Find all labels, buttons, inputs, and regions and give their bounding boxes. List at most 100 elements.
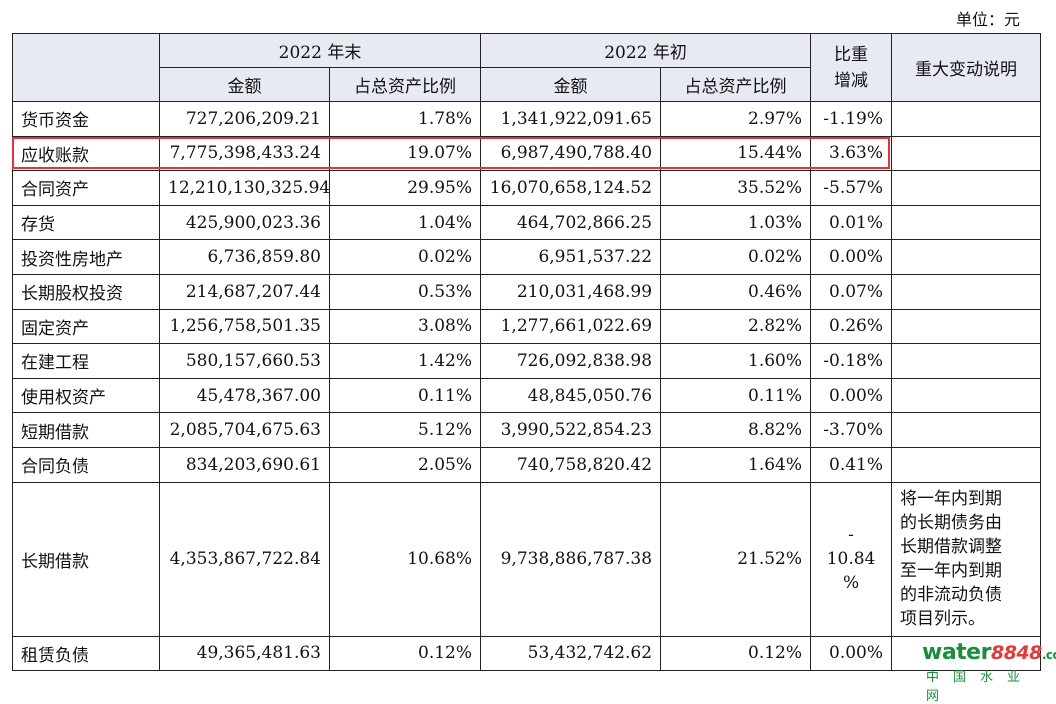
start-ratio: 1.03% — [660, 204, 812, 241]
start-ratio: 15.44% — [660, 135, 812, 172]
table-row: 固定资产 1,256,758,501.35 3.08% 1,277,661,022.6… — [12, 308, 1042, 345]
end-ratio: 0.02% — [328, 239, 482, 275]
start-amount: 1,277,661,022.69 — [480, 308, 662, 345]
start-ratio: 1.60% — [660, 343, 812, 379]
note-line: 的非流动负债 — [900, 585, 1003, 606]
unit-label: 单位：元 — [955, 10, 1020, 29]
header-end-amount: 金额 — [159, 67, 330, 102]
logo-tagline: 中国水业网 — [926, 670, 1035, 704]
logo-text: water8848.com — [922, 640, 1056, 665]
end-amount: 425,900,023.36 — [159, 204, 330, 241]
row-name: 存货 — [12, 204, 160, 241]
change-value: -0.18% — [810, 343, 893, 379]
end-amount: 49,365,481.63 — [159, 635, 330, 672]
table-row: 合同负债 834,203,690.61 2.05% 740,758,820.42 1.6… — [12, 446, 1042, 483]
start-ratio: 0.12% — [660, 635, 812, 672]
start-amount: 9,738,886,787.38 — [480, 481, 662, 637]
end-amount: 727,206,209.21 — [159, 101, 330, 137]
change-note — [891, 204, 1042, 241]
end-amount: 2,085,704,675.63 — [159, 412, 330, 448]
change-value: 0.00% — [810, 635, 893, 672]
change-line: 10.84 — [826, 549, 876, 570]
end-ratio: 10.68% — [328, 481, 482, 637]
change-value: 3.63% — [810, 135, 893, 172]
end-ratio: 1.78% — [328, 101, 482, 137]
start-amount: 1,341,922,091.65 — [480, 101, 662, 137]
row-name: 短期借款 — [12, 412, 160, 448]
row-name: 合同负债 — [12, 446, 160, 483]
start-ratio: 8.82% — [660, 412, 812, 448]
change-note — [891, 343, 1042, 379]
end-amount: 214,687,207.44 — [159, 273, 330, 310]
table-row: 投资性房地产 6,736,859.80 0.02% 6,951,537.22 0.02%… — [12, 239, 1042, 275]
start-ratio: 0.11% — [660, 377, 812, 414]
change-value: 0.41% — [810, 446, 893, 483]
start-ratio: 21.52% — [660, 481, 812, 637]
end-ratio: 19.07% — [328, 135, 482, 172]
start-ratio: 35.52% — [660, 170, 812, 206]
row-name: 使用权资产 — [12, 377, 160, 414]
table-row: 存货 425,900,023.36 1.04% 464,702,866.25 1.03%… — [12, 204, 1042, 241]
end-amount: 580,157,660.53 — [159, 343, 330, 379]
row-name: 货币资金 — [12, 101, 160, 137]
change-value: - 10.84% — [810, 481, 893, 637]
change-value: 0.26% — [810, 308, 893, 345]
change-note — [891, 446, 1042, 483]
header-period-start: 2022 年初 — [480, 33, 812, 68]
row-name: 租赁负债 — [12, 635, 160, 672]
table-row: 货币资金 727,206,209.21 1.78% 1,341,922,091.65 2… — [12, 101, 1042, 137]
table-row: 在建工程 580,157,660.53 1.42% 726,092,838.98 1.6… — [12, 343, 1042, 379]
change-value: -5.57% — [810, 170, 893, 206]
note-line: 项目列示。 — [900, 609, 986, 630]
end-ratio: 1.04% — [328, 204, 482, 241]
end-amount: 6,736,859.80 — [159, 239, 330, 275]
end-ratio: 0.11% — [328, 377, 482, 414]
end-amount: 834,203,690.61 — [159, 446, 330, 483]
start-amount: 16,070,658,124.52 — [480, 170, 662, 206]
change-value: 0.01% — [810, 204, 893, 241]
end-amount: 1,256,758,501.35 — [159, 308, 330, 345]
change-value: 0.07% — [810, 273, 893, 310]
end-amount: 4,353,867,722.84 — [159, 481, 330, 637]
watermark-logo: water8848.com 中国水业网 — [922, 640, 1056, 704]
start-ratio: 1.64% — [660, 446, 812, 483]
header-change-line1: 比重 — [834, 44, 869, 65]
change-value: -1.19% — [810, 101, 893, 137]
row-name: 应收账款 — [12, 135, 160, 172]
row-name: 长期股权投资 — [12, 273, 160, 310]
end-ratio: 2.05% — [328, 446, 482, 483]
note-line: 长期借款调整 — [900, 537, 1003, 558]
start-amount: 3,990,522,854.23 — [480, 412, 662, 448]
note-line: 将一年内到期 — [900, 489, 1003, 510]
row-name: 在建工程 — [12, 343, 160, 379]
logo-brand-tail: .com — [1041, 648, 1056, 662]
start-amount: 6,987,490,788.40 — [480, 135, 662, 172]
change-note — [891, 239, 1042, 275]
change-note — [891, 101, 1042, 137]
change-value: -3.70% — [810, 412, 893, 448]
logo-brand-num: 8848 — [990, 642, 1042, 664]
end-amount: 7,775,398,433.24 — [159, 135, 330, 172]
change-note — [891, 635, 1042, 672]
header-start-amount: 金额 — [480, 67, 662, 102]
change-note — [891, 412, 1042, 448]
logo-brand-main: water — [922, 640, 991, 665]
end-ratio: 0.53% — [328, 273, 482, 310]
change-note — [891, 170, 1042, 206]
row-name: 合同资产 — [12, 170, 160, 206]
end-ratio: 0.12% — [328, 635, 482, 672]
change-note — [891, 308, 1042, 345]
header-change: 比重 增减 — [810, 33, 893, 102]
change-note — [891, 377, 1042, 414]
header-period-end: 2022 年末 — [158, 33, 482, 68]
table-row: 短期借款 2,085,704,675.63 5.12% 3,990,522,854.2… — [12, 412, 1042, 448]
header-item — [12, 33, 160, 102]
change-note: 将一年内到期 的长期债务由 长期借款调整 至一年内到期 的非流动负债 项目列示。 — [891, 481, 1042, 637]
table-row: 使用权资产 45,478,367.00 0.11% 48,845,050.76 0.11… — [12, 377, 1042, 414]
change-value: 0.00% — [810, 239, 893, 275]
start-ratio: 0.02% — [660, 239, 812, 275]
start-amount: 53,432,742.62 — [480, 635, 662, 672]
table-row: 合同资产 12,210,130,325.94 29.95% 16,070,658,12… — [12, 170, 1042, 206]
header-end-ratio: 占总资产比例 — [328, 67, 482, 102]
header-note: 重大变动说明 — [891, 33, 1042, 102]
